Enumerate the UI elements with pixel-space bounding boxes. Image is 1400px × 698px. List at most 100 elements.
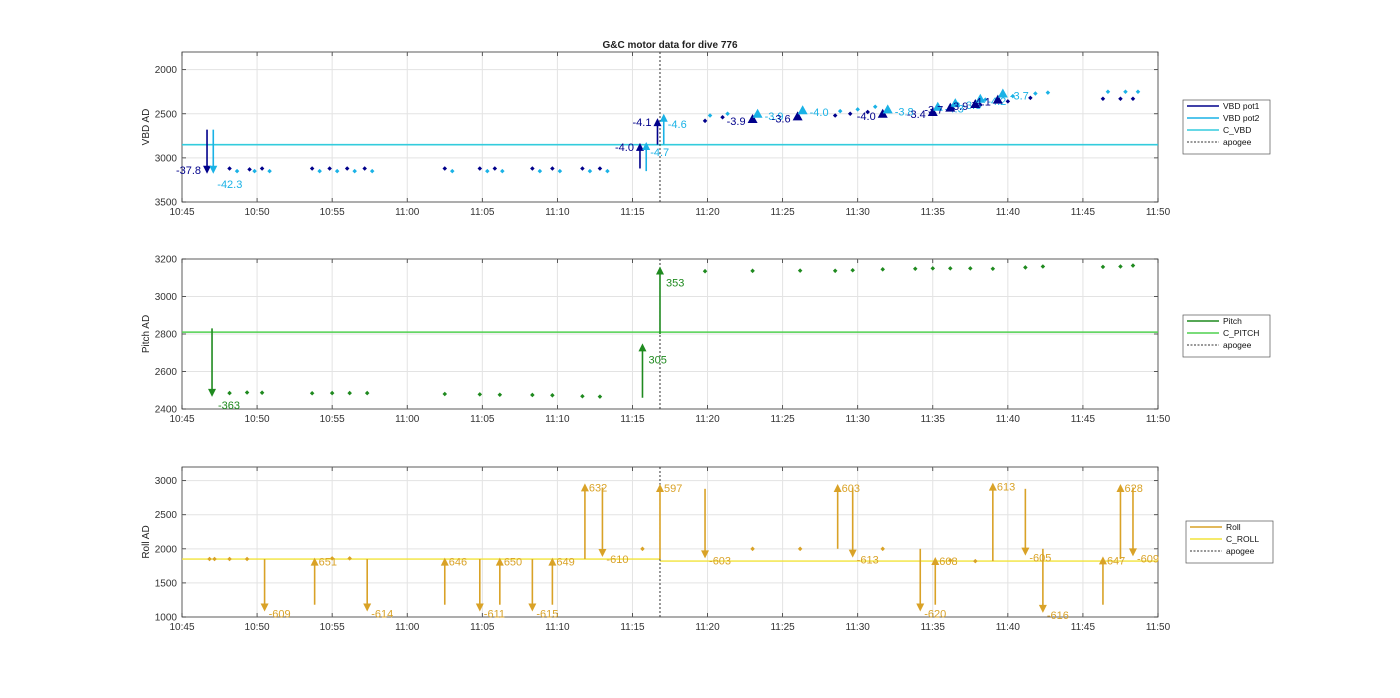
marker-label: -3.8 [895,106,914,118]
marker-label: -3.4 [907,109,926,121]
data-point [1100,96,1106,102]
y-tick-label: 3000 [155,153,178,164]
arrow-label: -4.7 [650,147,669,159]
data-point [267,168,272,174]
x-tick-label: 10:50 [245,207,270,218]
arrow-head [475,603,484,612]
plot-area [181,51,1159,203]
arrow-head [655,266,664,275]
data-point [880,267,885,272]
data-point [492,166,498,171]
arrow-head [548,557,557,566]
legend-entry: Roll [1226,522,1241,532]
data-point [1045,90,1051,95]
marker: -4.0 [797,105,829,119]
data-point [597,394,603,399]
triangle-marker [970,99,981,109]
legend-entry: apogee [1223,137,1252,147]
arrow: -611 [475,559,505,621]
data-point [550,393,555,398]
marker-label: -3.7 [1010,90,1029,102]
data-point [948,266,953,271]
triangle-marker [975,93,986,103]
marker: -4.0 [857,108,888,123]
arrow: 597 [655,483,682,560]
data-point [244,390,250,395]
data-point [329,556,335,561]
x-tick-label: 11:35 [921,207,946,218]
plots: 10:45 10:50 10:55 11:00 11:05 11:10 11:15 11:20… [141,51,1274,633]
data-point [227,390,232,396]
x-tick-label: 10:50 [245,414,270,425]
arrow: -42.3 [209,129,242,191]
marker-label: -3.9 [765,111,784,123]
legend-box [1182,99,1271,155]
arrow-label: -42.3 [217,179,242,191]
arrow-head [916,603,925,612]
data-point [352,168,357,174]
data-point [369,168,375,174]
marker: -4.1 [972,94,1003,109]
arrow-label: -603 [709,555,731,567]
data-point [344,166,350,171]
arrow: 649 [548,557,575,605]
x-tick-label: 11:15 [620,622,645,633]
marker: -3.9 [752,108,784,123]
data-point [259,166,265,171]
arrow-head [653,118,662,127]
arrow-label: -363 [218,400,240,412]
y-tick-label: 2800 [155,330,178,341]
arrow-label: 632 [589,482,607,494]
triangle-marker [950,98,961,108]
data-point [832,268,838,274]
arrow-label: -614 [371,609,393,621]
arrow: -620 [916,548,946,621]
x-tick-label: 11:20 [695,622,720,633]
arrow: -37.8 [176,129,212,177]
arrow-label: 597 [664,483,682,495]
arrow-label: 651 [319,557,337,569]
data-point [1135,89,1141,94]
x-tick-label: 11:20 [695,207,720,218]
arrow: -363 [208,328,240,412]
data-point [485,168,490,174]
data-point [362,166,367,171]
x-tick-label: 10:55 [320,414,345,425]
marker: -3.8 [882,104,914,118]
arrow-head [1098,556,1107,565]
x-tick-label: 11:35 [921,622,946,633]
x-tick-label: 11:15 [620,414,645,425]
arrow-head [701,550,710,559]
data-point [990,266,996,272]
data-point [1033,91,1038,96]
x-tick-label: 11:10 [545,622,570,633]
arrow: -613 [848,487,879,567]
arrow-label: 650 [504,557,522,569]
y-tick-label: 2500 [155,109,178,120]
data-point [309,166,315,171]
arrow: 613 [988,482,1015,562]
arrow: -616 [1038,548,1069,622]
arrow-label: -620 [924,609,946,621]
arrow: -4.7 [642,142,669,172]
arrow-head [209,165,218,174]
arrow-label: -609 [1137,553,1159,565]
arrow: -603 [701,488,731,567]
x-tick-label: 11:30 [846,414,871,425]
panel-roll: 10:45 10:50 10:55 11:00 11:05 11:10 11:15 11:20… [141,466,1274,633]
y-axis-label: Roll AD [141,525,152,558]
triangle-marker [927,107,938,116]
arrow-head [848,549,857,558]
arrow: -4.1 [633,117,662,145]
arrow-head [931,557,940,565]
arrow: -609 [1128,487,1159,565]
data-point [797,268,803,273]
arrow-head [203,165,212,174]
y-tick-label: 3000 [155,476,178,487]
y-tick-label: 3500 [155,198,178,209]
arrow-label: 353 [666,278,684,290]
panel-vbd: 10:45 10:50 10:55 11:00 11:05 11:10 11:15 11:20… [141,51,1271,218]
